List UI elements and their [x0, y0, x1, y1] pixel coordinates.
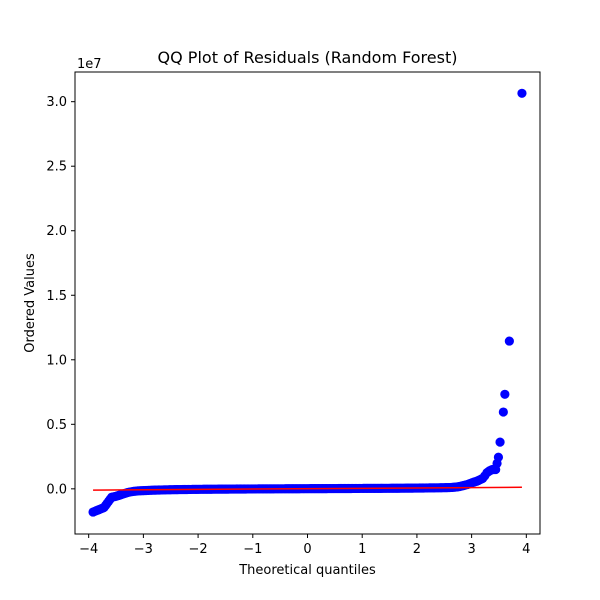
y-tick-label: 0.0: [46, 482, 67, 497]
y-tick-label: 2.0: [46, 224, 67, 239]
x-tick-label: 1: [358, 542, 366, 557]
x-tick-label: 2: [413, 542, 421, 557]
y-axis-ticks: 0.0 0.5 1.0 1.5 2.0 2.5 3.0: [46, 95, 75, 497]
x-tick-label: 3: [467, 542, 475, 557]
y-tick-label: 1.5: [46, 289, 67, 304]
data-point-dense: [495, 437, 505, 447]
x-tick-label: 4: [522, 542, 530, 557]
y-axis-label: Ordered Values: [23, 253, 38, 353]
x-tick-label: −4: [79, 542, 98, 557]
fit-line: [93, 486, 522, 491]
y-tick-label: 0.5: [46, 418, 67, 433]
x-axis-ticks: −4 −3 −2 −1 0 1 2 3 4: [79, 534, 530, 557]
plot-frame: [74, 71, 541, 535]
plot-area: [88, 88, 527, 517]
y-tick-label: 2.5: [46, 160, 67, 175]
x-tick-label: −1: [243, 542, 262, 557]
y-tick-label: 3.0: [46, 95, 67, 110]
y-tick-label: 1.0: [46, 353, 67, 368]
x-tick-label: −3: [134, 542, 153, 557]
y-axis-offset-label: 1e7: [77, 57, 102, 72]
data-point: [498, 407, 508, 417]
chart-title: QQ Plot of Residuals (Random Forest): [158, 48, 458, 67]
x-tick-label: −2: [189, 542, 208, 557]
data-point-dense: [500, 389, 510, 399]
data-point-dense: [492, 458, 502, 468]
data-point-dense: [476, 474, 486, 484]
x-tick-label: 0: [303, 542, 311, 557]
data-point: [517, 88, 527, 98]
data-point: [504, 336, 514, 346]
x-axis-label: Theoretical quantiles: [238, 563, 376, 578]
